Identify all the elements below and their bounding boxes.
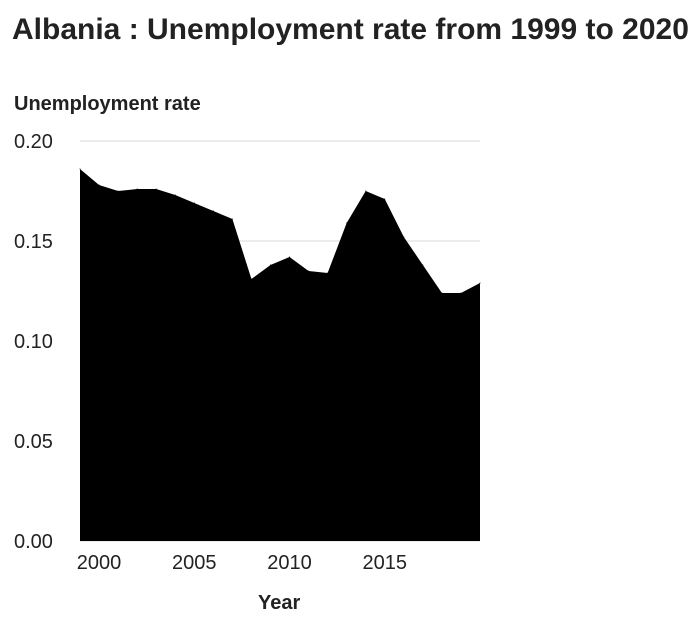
data-point	[136, 188, 138, 190]
data-point	[174, 194, 176, 196]
data-point	[231, 218, 233, 220]
data-point	[155, 188, 157, 190]
data-point	[346, 222, 348, 224]
data-point	[308, 270, 310, 272]
data-point	[289, 256, 291, 258]
data-point	[250, 278, 252, 280]
data-point	[384, 198, 386, 200]
data-point	[117, 190, 119, 192]
data-point	[479, 282, 481, 284]
data-point	[403, 236, 405, 238]
data-point	[327, 272, 329, 274]
x-tick-label: 2015	[363, 552, 408, 574]
y-tick-label: 0.00	[14, 531, 53, 553]
data-point	[441, 292, 443, 294]
data-point	[193, 202, 195, 204]
series-area	[79, 168, 481, 541]
data-point	[460, 292, 462, 294]
tick-labels: 0.00 0.05 0.10 0.15 0.20 2000 2005 2010 2015	[14, 131, 407, 574]
y-tick-label: 0.05	[14, 431, 53, 453]
area-series	[80, 169, 480, 541]
y-axis-label: Unemployment rate	[14, 93, 201, 115]
chart-title: Albania : Unemployment rate from 1999 to…	[12, 13, 689, 46]
data-point	[212, 210, 214, 212]
data-point	[79, 168, 81, 170]
data-point	[422, 264, 424, 266]
y-tick-label: 0.10	[14, 331, 53, 353]
y-tick-label: 0.15	[14, 231, 53, 253]
x-tick-label: 2000	[77, 552, 122, 574]
x-axis-label: Year	[258, 592, 301, 614]
data-point	[98, 184, 100, 186]
data-point	[365, 190, 367, 192]
x-tick-label: 2010	[267, 552, 312, 574]
x-tick-label: 2005	[172, 552, 217, 574]
data-point	[269, 264, 271, 266]
y-tick-label: 0.20	[14, 131, 53, 153]
